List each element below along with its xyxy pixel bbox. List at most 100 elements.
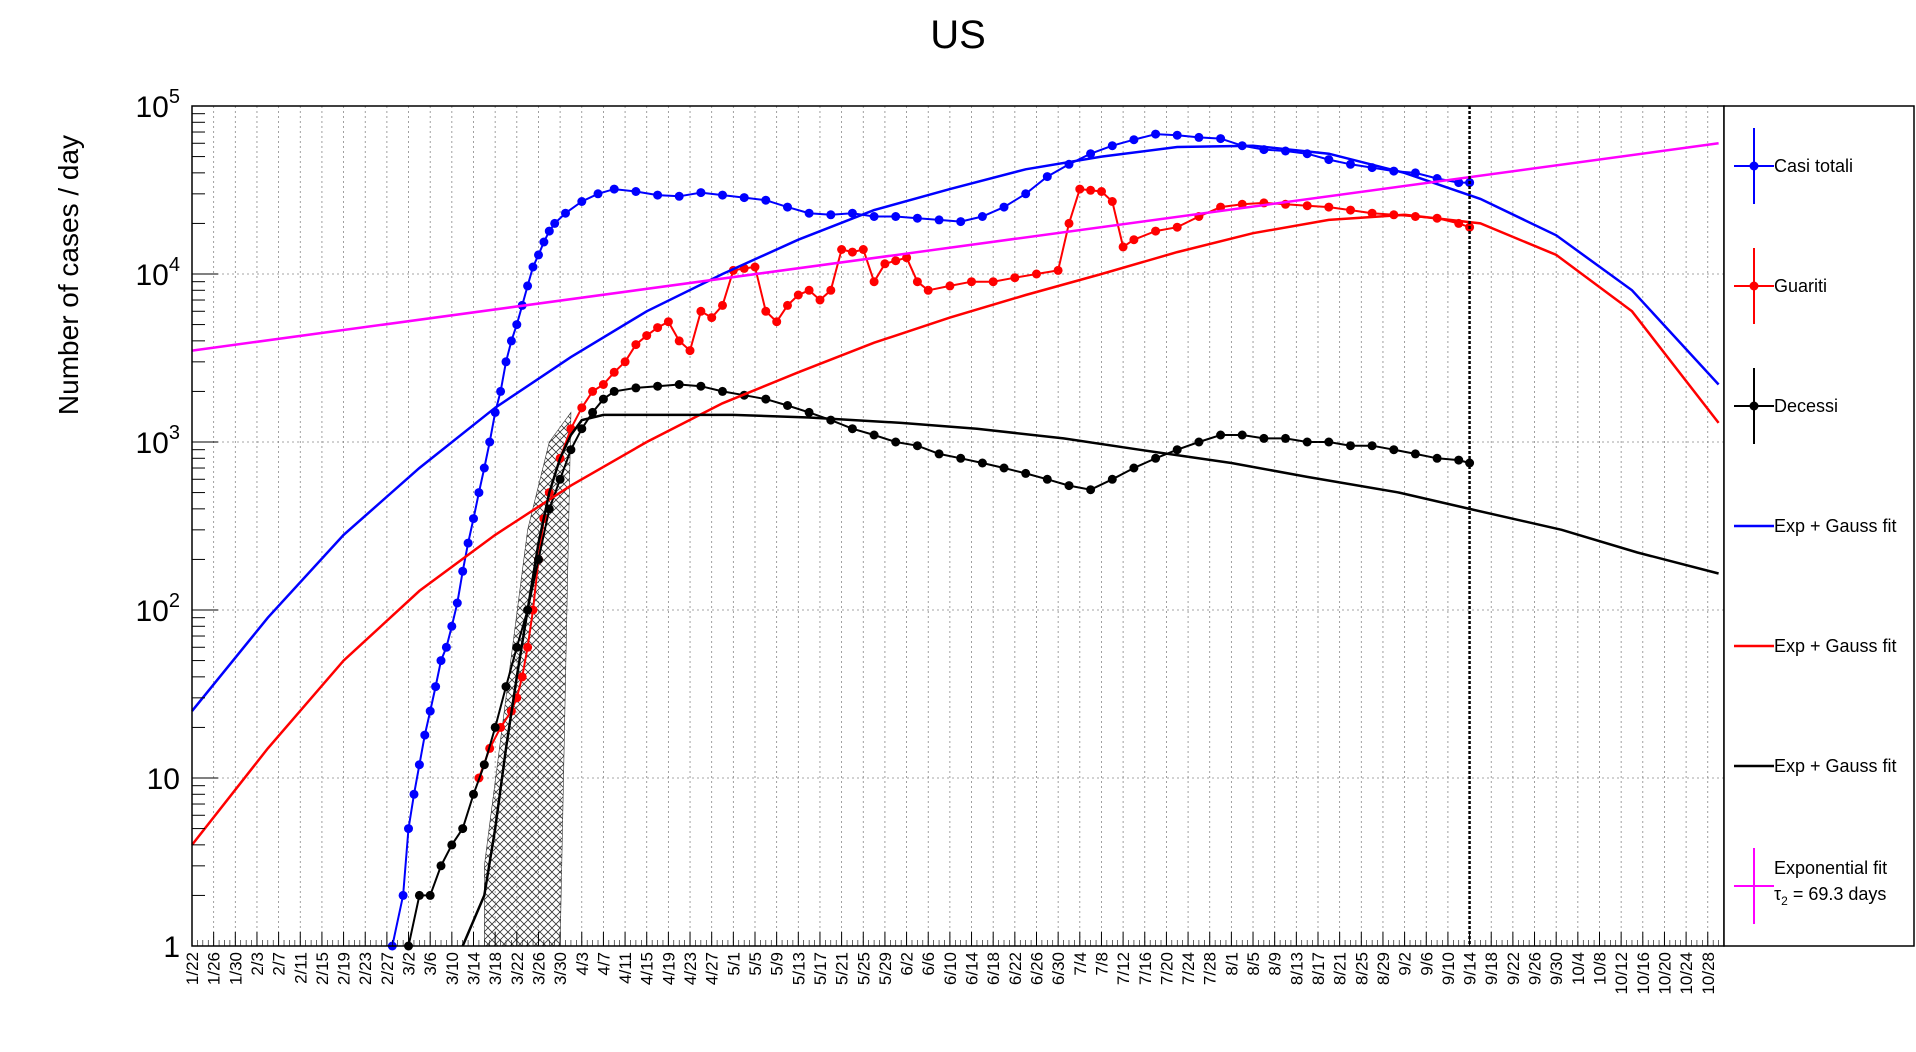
- data-point: [512, 320, 522, 330]
- data-point: [469, 789, 478, 799]
- data-point: [999, 463, 1009, 473]
- series-1: [474, 184, 1475, 783]
- x-tick-label: 9/10: [1439, 952, 1458, 985]
- data-point: [1118, 242, 1128, 252]
- x-tick-label: 1/30: [226, 952, 245, 985]
- x-tick-label: 6/30: [1049, 952, 1068, 985]
- x-tick-label: 7/24: [1179, 952, 1198, 985]
- data-point: [577, 197, 587, 206]
- data-point: [1172, 445, 1182, 455]
- x-tick-label: 1/22: [183, 952, 202, 985]
- data-point: [1042, 172, 1052, 182]
- x-tick-label: 4/19: [659, 952, 678, 985]
- x-tick-label: 10/12: [1612, 952, 1631, 995]
- x-tick-label: 8/9: [1266, 952, 1285, 976]
- data-point: [902, 253, 912, 263]
- data-point: [783, 202, 792, 212]
- y-tick-label: 105: [136, 86, 181, 124]
- data-point: [1367, 441, 1377, 451]
- x-tick-label: 7/4: [1071, 952, 1090, 976]
- x-tick-label: 4/3: [573, 952, 592, 976]
- data-point: [588, 407, 598, 417]
- x-tick-label: 6/10: [941, 952, 960, 985]
- x-tick-label: 8/13: [1287, 952, 1306, 985]
- legend: Casi totali Guariti Decessi Exp + Gauss fit…: [1734, 128, 1897, 924]
- y-tick-label: 104: [136, 254, 181, 292]
- data-point: [501, 357, 511, 367]
- data-point: [967, 277, 976, 287]
- data-point: [718, 190, 727, 200]
- data-point: [1107, 141, 1117, 151]
- data-point: [847, 208, 857, 218]
- data-point: [1346, 159, 1355, 169]
- data-point: [653, 381, 663, 391]
- x-tick-label: 3/14: [464, 952, 483, 985]
- data-point: [1259, 433, 1269, 443]
- data-point: [1151, 129, 1161, 139]
- x-tick-label: 10/28: [1699, 952, 1718, 995]
- x-tick-label: 10/8: [1590, 952, 1609, 985]
- data-point: [561, 208, 570, 218]
- data-point: [761, 394, 771, 404]
- data-point: [1086, 185, 1096, 195]
- data-point: [956, 217, 966, 227]
- data-point: [479, 760, 489, 770]
- x-tick-label: 9/2: [1396, 952, 1415, 976]
- x-tick-label: 3/10: [443, 952, 462, 985]
- legend-label: Exp + Gauss fit: [1774, 636, 1897, 656]
- data-point: [1194, 132, 1204, 142]
- data-point: [1324, 437, 1334, 447]
- data-point: [642, 331, 652, 341]
- x-tick-label: 5/29: [876, 952, 895, 985]
- data-point: [555, 474, 565, 484]
- data-point: [674, 191, 684, 201]
- x-tick-label: 9/6: [1417, 952, 1436, 976]
- data-point: [934, 215, 944, 225]
- series-3: [191, 144, 1720, 712]
- data-point: [566, 445, 576, 455]
- x-tick-label: 6/6: [919, 952, 938, 976]
- y-tick-label: 102: [136, 590, 181, 628]
- data-point: [398, 890, 408, 900]
- x-tick-label: 2/15: [313, 952, 332, 985]
- data-point: [869, 277, 879, 287]
- series-line: [191, 213, 1720, 846]
- data-point: [988, 277, 998, 287]
- data-point: [523, 642, 533, 652]
- data-point: [425, 706, 435, 716]
- data-point: [441, 642, 451, 652]
- data-point: [1151, 226, 1161, 236]
- x-tick-label: 2/27: [378, 952, 397, 985]
- legend-entry: Exp + Gauss fit: [1734, 516, 1897, 536]
- data-point: [1129, 135, 1139, 145]
- x-tick-label: 3/6: [421, 952, 440, 976]
- data-point: [458, 824, 468, 834]
- x-tick-label: 2/19: [335, 952, 354, 985]
- data-point: [528, 262, 538, 272]
- data-point: [1129, 235, 1139, 245]
- data-point: [1346, 441, 1355, 451]
- data-point: [1064, 481, 1074, 491]
- series-5: [461, 413, 1719, 947]
- data-point: [685, 346, 695, 356]
- data-point: [761, 195, 771, 205]
- data-point: [463, 538, 473, 548]
- series-2: [404, 380, 1475, 951]
- data-point: [1107, 474, 1117, 484]
- x-tick-label: 3/26: [529, 952, 548, 985]
- data-point: [977, 212, 987, 221]
- data-point: [1454, 455, 1464, 465]
- data-point: [1194, 437, 1204, 447]
- data-point: [912, 441, 922, 451]
- data-point: [945, 281, 955, 291]
- y-tick-base: 1: [163, 931, 180, 964]
- x-tick-label: 2/3: [248, 952, 267, 976]
- data-point: [912, 213, 922, 223]
- data-point: [1454, 178, 1464, 188]
- data-point: [718, 300, 727, 310]
- data-point: [696, 381, 706, 391]
- data-point: [1367, 208, 1377, 218]
- y-tick-base: 10: [147, 763, 180, 796]
- x-tick-label: 5/21: [833, 952, 852, 985]
- series-6: [191, 142, 1719, 352]
